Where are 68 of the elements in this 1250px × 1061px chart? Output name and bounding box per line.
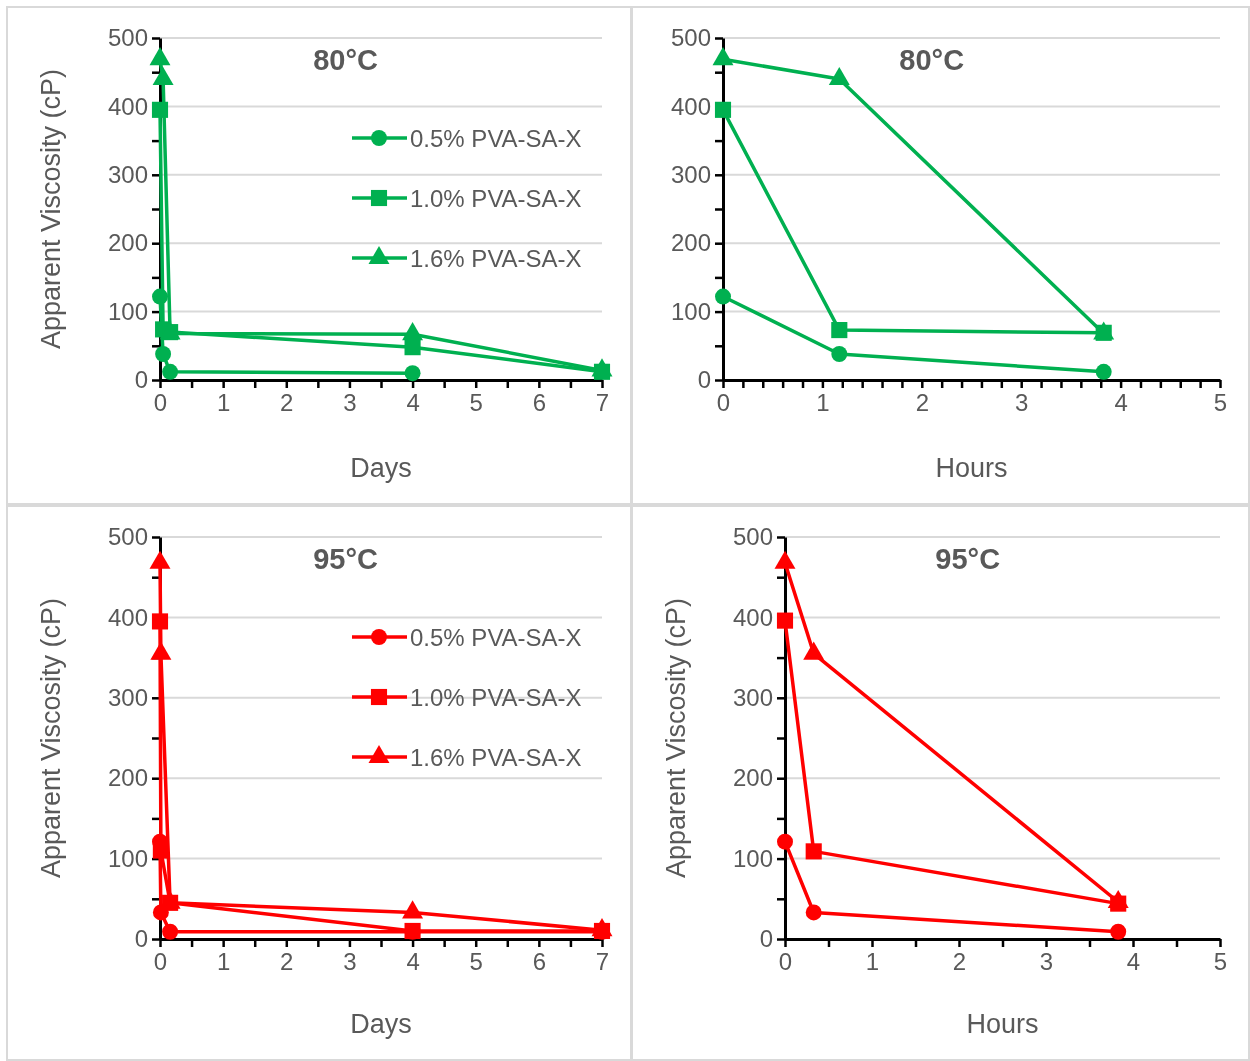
chart-title: 95°C [935, 543, 1001, 575]
y-tick-label: 0 [134, 366, 148, 394]
y-tick-label: 500 [670, 24, 711, 52]
y-axis-title: Apparent Viscosity (cP) [36, 597, 66, 879]
y-tick-label: 400 [107, 92, 148, 120]
legend-label: 0.5% PVA-SA-X [410, 624, 582, 651]
x-tick-label: 4 [1126, 948, 1141, 976]
x-tick-label: 0 [153, 389, 168, 417]
y-tick-label: 0 [134, 925, 148, 953]
y-tick-label: 500 [107, 24, 148, 52]
y-tick-label: 100 [107, 297, 148, 325]
x-tick-label: 4 [406, 389, 420, 417]
x-axis-title: Hours [935, 453, 1008, 483]
legend-label: 0.5% PVA-SA-X [410, 125, 582, 152]
x-tick-label: 1 [216, 389, 231, 417]
x-tick-label: 1 [216, 948, 231, 976]
y-axis-title: Apparent Viscosity (cP) [36, 68, 66, 350]
x-tick-label: 5 [1213, 948, 1228, 976]
y-tick-label: 400 [107, 603, 148, 631]
x-tick-label: 7 [595, 389, 610, 417]
x-axis-title: Days [350, 453, 412, 483]
x-tick-label: 2 [915, 389, 929, 417]
y-tick-label: 400 [670, 92, 711, 120]
chart-title: 95°C [313, 543, 379, 575]
legend-label: 1.0% PVA-SA-X [410, 185, 582, 212]
x-tick-label: 1 [816, 389, 830, 417]
legend-label: 1.0% PVA-SA-X [410, 684, 582, 711]
x-tick-label: 4 [406, 948, 420, 976]
x-axis-title: Days [350, 1009, 412, 1039]
x-tick-label: 2 [952, 948, 967, 976]
y-tick-label: 0 [697, 366, 711, 394]
x-tick-label: 3 [343, 389, 357, 417]
y-tick-label: 200 [670, 229, 711, 257]
x-tick-label: 4 [1114, 389, 1128, 417]
y-tick-label: 0 [759, 925, 773, 953]
y-tick-label: 200 [732, 764, 773, 792]
y-tick-label: 100 [670, 297, 711, 325]
y-tick-label: 300 [107, 160, 148, 188]
chart-title: 80°C [313, 44, 379, 76]
y-axis-title: Apparent Viscosity (cP) [661, 597, 691, 879]
y-tick-label: 500 [732, 523, 773, 551]
x-tick-label: 2 [280, 948, 294, 976]
y-tick-label: 300 [732, 683, 773, 711]
y-tick-label: 200 [107, 229, 148, 257]
x-tick-label: 6 [532, 948, 547, 976]
y-tick-label: 100 [732, 844, 773, 872]
x-tick-label: 5 [469, 948, 483, 976]
x-axis-title: Hours [966, 1009, 1039, 1039]
x-tick-label: 5 [469, 389, 483, 417]
legend-label: 1.6% PVA-SA-X [410, 744, 582, 771]
x-tick-label: 6 [532, 389, 547, 417]
x-tick-label: 0 [153, 948, 168, 976]
y-tick-label: 200 [107, 764, 148, 792]
legend-label: 1.6% PVA-SA-X [410, 245, 582, 272]
x-tick-label: 0 [778, 948, 793, 976]
y-tick-label: 100 [107, 844, 148, 872]
y-tick-label: 300 [107, 683, 148, 711]
chart-title: 80°C [899, 44, 965, 76]
x-tick-label: 2 [280, 389, 294, 417]
x-tick-label: 5 [1213, 389, 1228, 417]
y-tick-label: 500 [107, 523, 148, 551]
x-tick-label: 3 [1015, 389, 1029, 417]
x-tick-label: 3 [1039, 948, 1054, 976]
x-tick-label: 7 [595, 948, 610, 976]
x-tick-label: 3 [343, 948, 357, 976]
x-tick-label: 1 [865, 948, 880, 976]
y-tick-label: 400 [732, 603, 773, 631]
y-tick-label: 300 [670, 160, 711, 188]
